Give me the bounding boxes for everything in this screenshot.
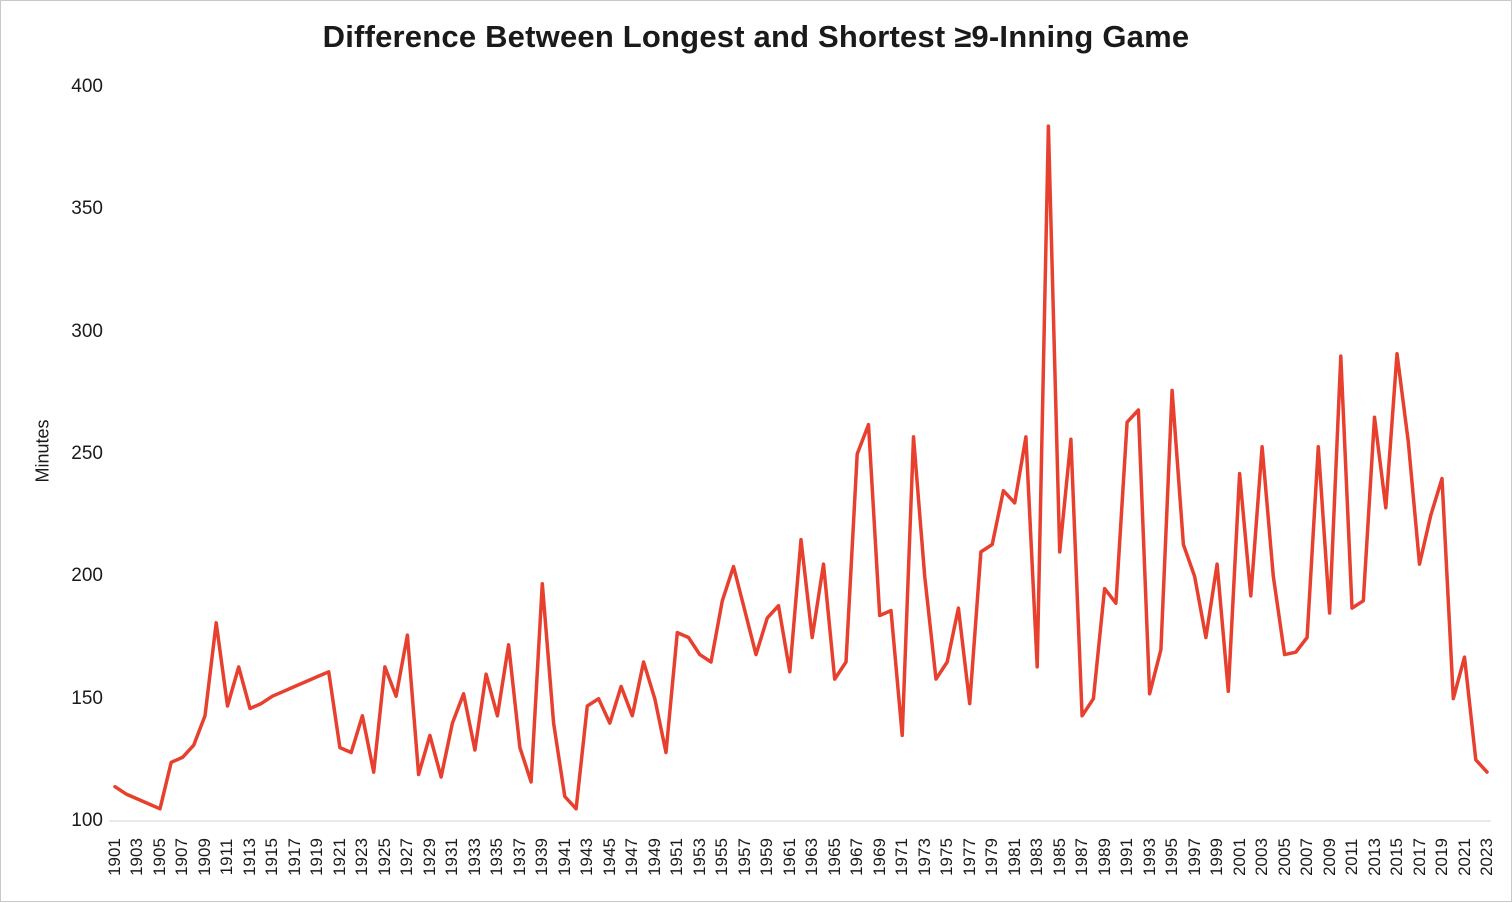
- x-tick-label: 1917: [284, 838, 304, 876]
- x-tick-label: 1969: [869, 838, 889, 876]
- x-tick-label: 2021: [1454, 838, 1474, 876]
- x-tick-label: 2015: [1387, 838, 1407, 876]
- x-tick-label: 2003: [1252, 838, 1272, 876]
- x-tick-label: 2017: [1409, 838, 1429, 876]
- x-tick-label: 1995: [1162, 838, 1182, 876]
- x-tick-label: 1963: [802, 838, 822, 876]
- x-tick-label: 1951: [667, 838, 687, 876]
- x-tick-label: 1989: [1094, 838, 1114, 876]
- x-tick-label: 1903: [127, 838, 147, 876]
- x-tick-label: 1923: [352, 838, 372, 876]
- x-tick-label: 1935: [487, 838, 507, 876]
- x-tick-label: 2007: [1297, 838, 1317, 876]
- x-tick-label: 1971: [892, 838, 912, 876]
- x-tick-label: 1957: [734, 838, 754, 876]
- y-tick-label: 150: [71, 687, 103, 709]
- x-tick-label: 1929: [419, 838, 439, 876]
- y-tick-label: 350: [71, 198, 103, 220]
- y-tick-label: 200: [71, 565, 103, 587]
- x-tick-label: 1913: [239, 838, 259, 876]
- chart-title: Difference Between Longest and Shortest …: [322, 19, 1190, 54]
- x-tick-label: 1927: [397, 838, 417, 876]
- y-tick-label: 400: [71, 76, 103, 97]
- x-tick-label: 1965: [824, 838, 844, 876]
- x-tick-label: 1909: [194, 838, 214, 876]
- x-tick-label: 1939: [532, 838, 552, 876]
- x-tick-label: 1937: [509, 838, 529, 876]
- x-tick-label: 1915: [262, 838, 282, 876]
- x-tick-label: 1961: [779, 838, 799, 876]
- x-tick-label: 2013: [1364, 838, 1384, 876]
- x-tick-label: 1987: [1072, 838, 1092, 876]
- x-tick-label: 1981: [1004, 838, 1024, 876]
- x-tick-label: 1985: [1049, 838, 1069, 876]
- x-tick-label: 1901: [105, 838, 124, 876]
- x-tick-label: 1999: [1207, 838, 1227, 876]
- x-tick-label: 1955: [712, 838, 732, 876]
- x-tick-label: 1997: [1184, 838, 1204, 876]
- x-tick-label: 1911: [217, 838, 237, 876]
- x-tick-label: 1993: [1139, 838, 1159, 876]
- x-tick-label: 1973: [914, 838, 934, 876]
- x-tick-label: 1907: [172, 838, 192, 876]
- x-tick-label: 2009: [1319, 838, 1339, 876]
- x-tick-label: 1943: [577, 838, 597, 876]
- x-tick-label: 1905: [149, 838, 169, 876]
- y-tick-label: 250: [71, 443, 103, 464]
- x-tick-label: 1947: [622, 838, 642, 876]
- x-tick-label: 1979: [982, 838, 1002, 876]
- x-tick-label: 1921: [329, 838, 349, 876]
- y-tick-label: 300: [71, 320, 103, 342]
- x-tick-label: 2011: [1342, 838, 1362, 876]
- x-tick-label: 1959: [757, 838, 777, 876]
- x-tick-label: 2005: [1274, 838, 1294, 876]
- x-tick-label: 1945: [599, 838, 619, 876]
- x-tick-label: 2019: [1432, 838, 1452, 876]
- x-tick-label: 1977: [959, 838, 979, 876]
- x-tick-label: 1949: [644, 838, 664, 876]
- y-tick-label: 100: [71, 810, 103, 831]
- x-tick-label: 1933: [464, 838, 484, 876]
- x-tick-label: 1919: [307, 838, 327, 876]
- x-tick-label: 1925: [374, 838, 394, 876]
- x-tick-label: 2001: [1229, 838, 1249, 876]
- x-tick-label: 1953: [689, 838, 709, 876]
- x-tick-label: 1991: [1117, 838, 1137, 876]
- x-tick-label: 1931: [442, 838, 462, 876]
- x-tick-label: 1941: [554, 838, 574, 876]
- x-tick-label: 2023: [1477, 838, 1496, 876]
- x-tick-label: 1975: [937, 838, 957, 876]
- x-tick-label: 1967: [847, 838, 867, 876]
- data-series-line: [113, 124, 1489, 811]
- x-tick-label: 1983: [1027, 838, 1047, 876]
